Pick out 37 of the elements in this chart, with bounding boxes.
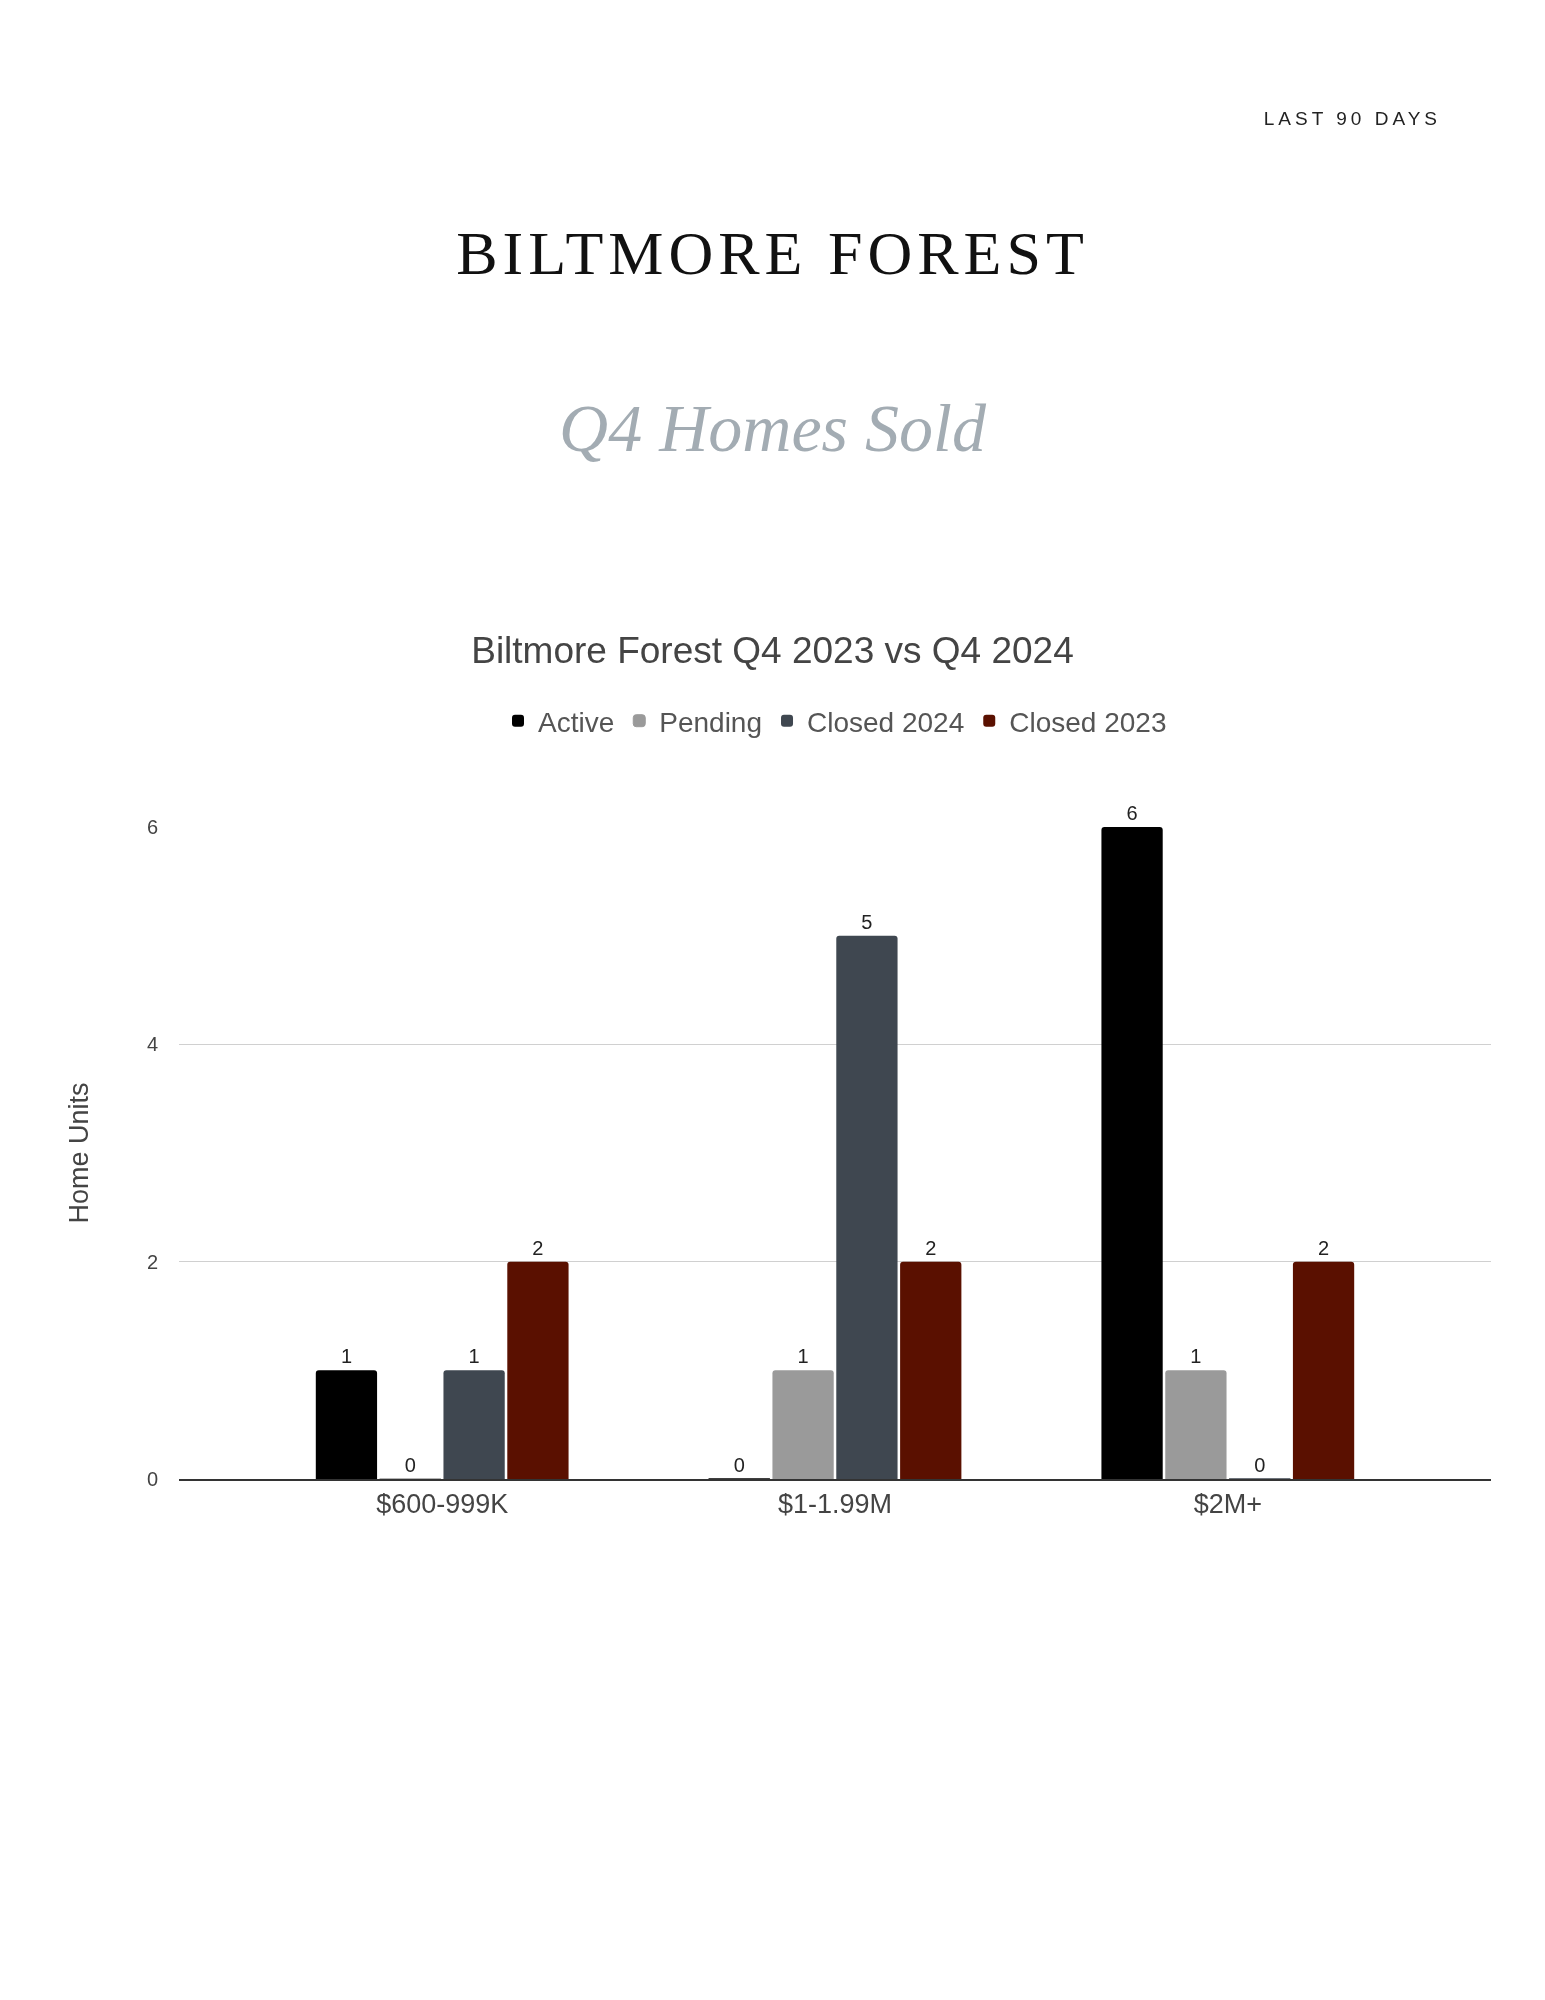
bar	[900, 1261, 962, 1479]
data-label: 2	[532, 1236, 544, 1259]
bar	[1165, 1370, 1227, 1479]
y-tick-label: 4	[146, 1033, 158, 1056]
data-label: 2	[1318, 1236, 1330, 1259]
legend-label: Active	[538, 706, 615, 738]
bar	[836, 935, 898, 1479]
chart-title: BILTMORE FOREST	[456, 219, 1089, 287]
legend-label: Closed 2023	[1009, 706, 1167, 738]
data-label: 1	[1190, 1345, 1202, 1368]
bar	[1101, 827, 1163, 1479]
data-label: 5	[861, 910, 873, 933]
data-label: 1	[340, 1345, 352, 1368]
x-tick-label: $1-1.99M	[777, 1489, 893, 1520]
bar	[315, 1370, 378, 1479]
legend-label: Closed 2024	[807, 706, 965, 738]
data-label: 0	[1254, 1454, 1266, 1476]
data-label: 2	[925, 1236, 937, 1259]
data-label: 0	[733, 1454, 745, 1476]
data-label: 6	[1126, 802, 1138, 824]
bar	[1292, 1261, 1355, 1479]
x-tick-label: $2M+	[1193, 1489, 1262, 1520]
data-label: 1	[797, 1345, 809, 1368]
x-tick-label: $600-999K	[376, 1489, 509, 1520]
text: LAST 90 DAYS	[1263, 108, 1441, 129]
data-label: 1	[468, 1345, 480, 1368]
y-tick-label: 2	[146, 1250, 158, 1273]
bar	[507, 1261, 569, 1479]
bar	[772, 1370, 834, 1479]
legend-label: Pending	[659, 706, 763, 738]
y-tick-label: 0	[146, 1468, 158, 1490]
y-tick-label: 6	[146, 816, 158, 838]
chart-subtitle: Q4 Homes Sold	[559, 390, 986, 466]
text: Biltmore Forest Q4 2023 vs Q4 2024	[471, 630, 1074, 671]
data-label: 0	[404, 1454, 416, 1476]
bar	[443, 1370, 505, 1479]
y-axis-title: Home Units	[63, 1082, 94, 1224]
